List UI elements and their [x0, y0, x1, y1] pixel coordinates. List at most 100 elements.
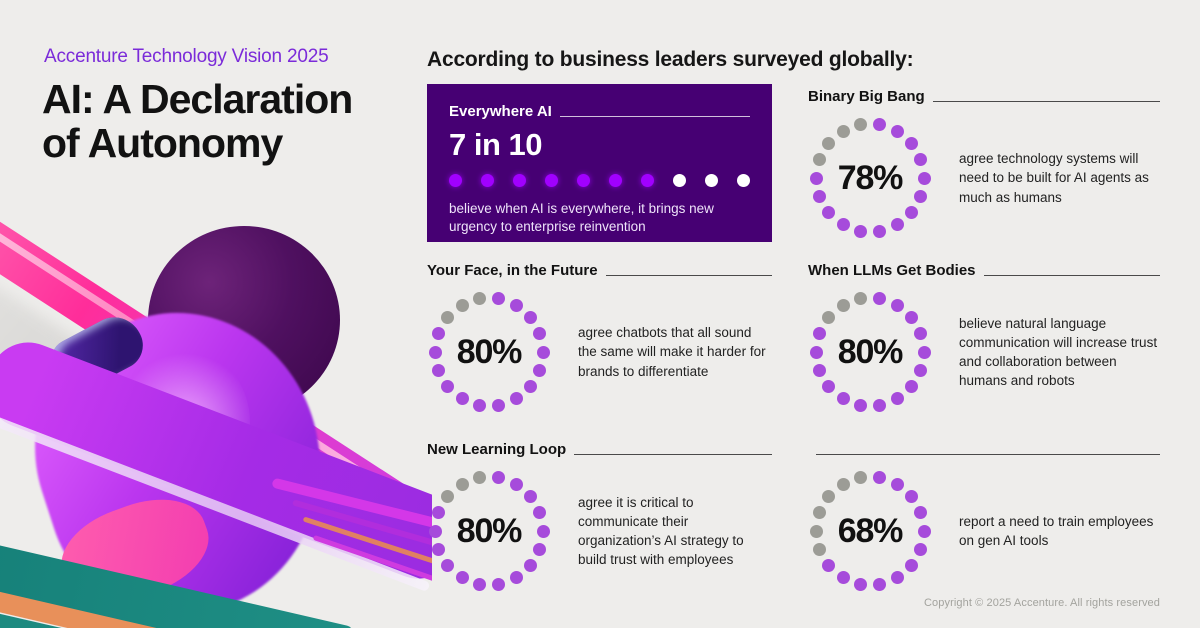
ring-dot-filled [431, 542, 445, 556]
ring-dot-filled [854, 224, 868, 238]
ring-dot-filled [473, 577, 487, 591]
ring-dot-filled [809, 171, 823, 185]
ring-dot-filled [812, 327, 826, 341]
ring-dot-filled [854, 398, 868, 412]
stat-card-when-llms-get-bodies: When LLMs Get Bodies 80% believe natural… [808, 260, 1160, 414]
ring-dot-filled [904, 559, 918, 573]
ring-dot-empty [854, 292, 868, 306]
ring-dot-empty [836, 477, 850, 491]
ring-dot-empty [809, 524, 823, 538]
ring-dot-empty [455, 477, 469, 491]
ring-dot-filled [890, 298, 904, 312]
page-title-line2: of Autonomy [42, 119, 283, 166]
ring-dot-filled [917, 345, 931, 359]
ring-dot-filled [890, 218, 904, 232]
ring-dot-filled [890, 477, 904, 491]
ring-dot-filled [914, 327, 928, 341]
feature-dot-filled [481, 174, 494, 187]
ring-dot-filled [836, 392, 850, 406]
feature-card-everywhere-ai: Everywhere AI 7 in 10 believe when AI is… [427, 84, 772, 242]
ring-dot-filled [533, 363, 547, 377]
ring-dot-filled [523, 310, 537, 324]
ring-dot-filled [509, 392, 523, 406]
feature-dot-filled [641, 174, 654, 187]
feature-stat-value: 7 in 10 [449, 127, 543, 162]
ring-dot-filled [509, 298, 523, 312]
ring-dot-filled [914, 506, 928, 520]
feature-dot-filled [513, 174, 526, 187]
stat-value: 80% [837, 332, 904, 371]
ring-dot-empty [455, 298, 469, 312]
feature-dot-empty [705, 174, 718, 187]
stat-description: agree chatbots that all sound the same w… [578, 325, 766, 379]
ring-dot-empty [822, 489, 836, 503]
hero-artwork [0, 178, 432, 628]
stat-description: agree technology systems will need to be… [959, 151, 1149, 205]
ring-dot-filled [431, 506, 445, 520]
dot-ring-chart: 80% [427, 290, 551, 414]
ring-dot-filled [917, 524, 931, 538]
stat-description: believe natural language communication w… [959, 315, 1158, 389]
ring-dot-filled [441, 380, 455, 394]
feature-description: believe when AI is everywhere, it brings… [449, 201, 714, 235]
ring-dot-filled [809, 345, 823, 359]
ring-dot-filled [812, 363, 826, 377]
ring-dot-filled [872, 118, 886, 132]
stat-title: Binary Big Bang [808, 88, 925, 105]
ring-dot-filled [431, 363, 445, 377]
ring-dot-filled [536, 345, 550, 359]
feature-dot-empty [737, 174, 750, 187]
ring-dot-filled [872, 577, 886, 591]
ring-dot-empty [822, 136, 836, 150]
stat-card-new-learning-loop: New Learning Loop 80% agree it is critic… [427, 439, 772, 593]
feature-dot-filled [577, 174, 590, 187]
stat-title-rule [983, 275, 1160, 276]
copyright-notice: Copyright © 2025 Accenture. All rights r… [924, 597, 1160, 609]
stat-value: 68% [837, 511, 904, 550]
report-eyebrow: Accenture Technology Vision 2025 [44, 46, 329, 67]
ring-dot-filled [872, 292, 886, 306]
ring-dot-filled [491, 398, 505, 412]
ring-dot-filled [509, 477, 523, 491]
ring-dot-filled [914, 542, 928, 556]
ring-dot-filled [491, 577, 505, 591]
ring-dot-empty [854, 118, 868, 132]
ring-dot-filled [822, 380, 836, 394]
ring-dot-filled [904, 136, 918, 150]
ring-dot-empty [473, 292, 487, 306]
ring-dot-filled [428, 345, 442, 359]
ring-dot-filled [904, 310, 918, 324]
ring-dot-filled [822, 559, 836, 573]
ring-dot-filled [904, 380, 918, 394]
stat-title-rule [816, 454, 1160, 455]
page-title-line1: AI: A Declaration [42, 76, 353, 122]
ring-dot-filled [431, 327, 445, 341]
stat-card-binary-big-bang: Binary Big Bang 78% agree technology sys… [808, 86, 1160, 240]
ring-dot-empty [854, 471, 868, 485]
stat-value: 80% [456, 511, 523, 550]
ring-dot-filled [491, 471, 505, 485]
ring-dot-filled [822, 206, 836, 220]
stat-description: agree it is critical to communicate thei… [578, 494, 744, 568]
ring-dot-filled [890, 571, 904, 585]
feature-title-rule [559, 116, 750, 117]
ring-dot-filled [533, 542, 547, 556]
ring-dot-filled [533, 327, 547, 341]
page-title: AI: A Declaration of Autonomy [42, 76, 353, 166]
dot-ring-chart: 80% [808, 290, 932, 414]
stat-card-your-face-in-the-future: Your Face, in the Future 80% agree chatb… [427, 260, 772, 414]
ring-dot-filled [872, 398, 886, 412]
dot-ring-chart: 80% [427, 469, 551, 593]
ring-dot-filled [455, 392, 469, 406]
stat-card-gen-ai-training: 68% report a need to train employees on … [808, 439, 1160, 593]
ring-dot-empty [836, 124, 850, 138]
ring-dot-filled [914, 189, 928, 203]
stat-title: When LLMs Get Bodies [808, 262, 976, 279]
feature-dot-empty [673, 174, 686, 187]
ring-dot-filled [523, 489, 537, 503]
stat-title: New Learning Loop [427, 441, 567, 458]
stat-value: 80% [456, 332, 523, 371]
ring-dot-filled [914, 363, 928, 377]
stat-value: 78% [837, 158, 904, 197]
ring-dot-empty [473, 471, 487, 485]
